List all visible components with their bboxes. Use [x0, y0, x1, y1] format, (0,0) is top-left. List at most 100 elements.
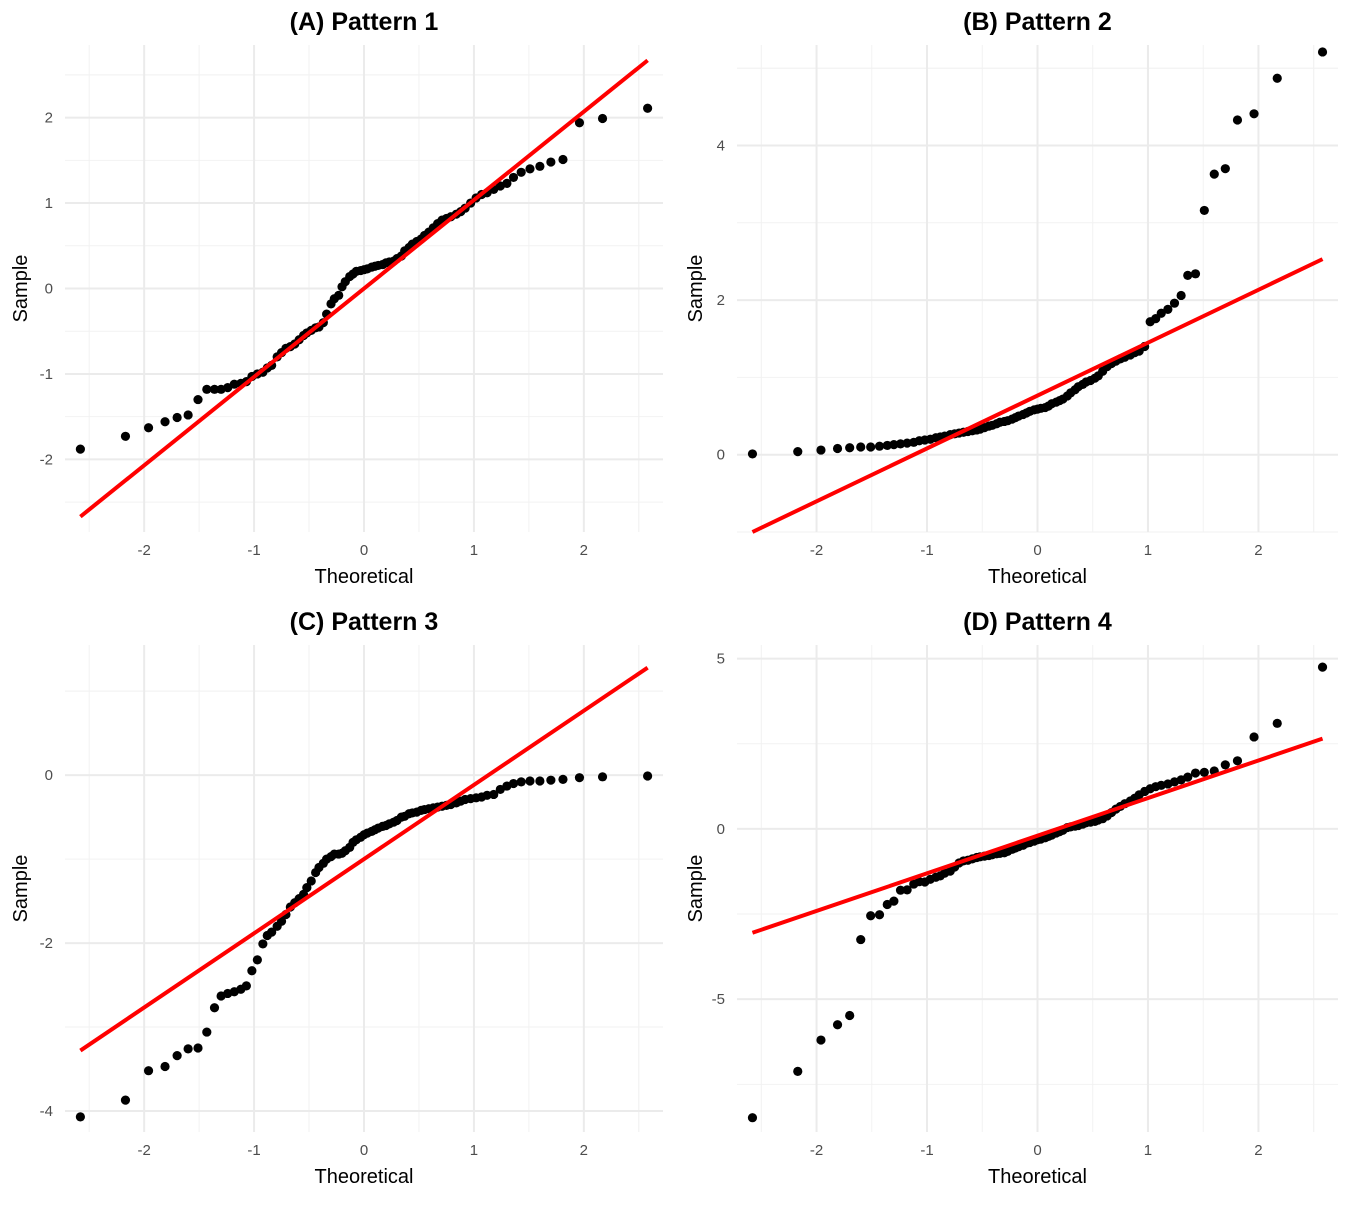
x-tick-label: -2	[137, 1142, 150, 1159]
y-tick-label: -2	[40, 935, 53, 952]
sample-point	[202, 1027, 212, 1037]
sample-point	[832, 1020, 843, 1030]
x-tick-label: 2	[580, 542, 588, 559]
sample-point	[1220, 164, 1230, 174]
sample-point	[241, 981, 251, 991]
sample-point	[1220, 760, 1230, 770]
x-tick-label: 0	[360, 1142, 368, 1159]
sample-point	[75, 1112, 85, 1122]
sample-point	[1249, 109, 1259, 119]
sample-point	[889, 896, 899, 906]
sample-point	[1209, 169, 1219, 179]
sample-point	[1190, 269, 1201, 279]
sample-point	[276, 916, 287, 926]
sample-point	[193, 1043, 203, 1053]
sample-point	[334, 290, 344, 300]
panel-1: -2 -1 0 1 2 -2 -1 0 1 2 (A) Pattern 1 Theoretical Sa…	[10, 8, 663, 588]
panel-2: -2 -1 0 1 2 0 2 4 (B) Pattern 2 Theoretical Sample	[685, 8, 1338, 588]
sample-point	[183, 1044, 193, 1054]
sample-point	[1317, 662, 1328, 672]
sample-point	[508, 778, 519, 789]
x-tick-label: 1	[470, 542, 478, 559]
sample-point	[535, 161, 545, 171]
sample-point	[209, 384, 220, 394]
sample-point	[597, 113, 608, 124]
y-tick-label: 0	[717, 821, 725, 838]
sample-point	[597, 772, 608, 782]
sample-point	[866, 442, 876, 452]
x-tick-label: 2	[1254, 1142, 1262, 1159]
sample-point	[793, 447, 803, 457]
sample-point	[832, 443, 843, 454]
panel-4: -2 -1 0 1 2 -5 0 5 (D) Pattern 4 Theoretical Sampl…	[685, 608, 1338, 1188]
sample-point	[502, 178, 512, 189]
sample-point	[895, 885, 906, 895]
x-tick-label: -1	[920, 1142, 933, 1159]
sample-point	[172, 412, 182, 423]
sample-point	[1163, 304, 1173, 314]
sample-point	[160, 417, 170, 427]
x-tick-label: 0	[360, 542, 368, 559]
y-axis-title: Sample	[685, 255, 707, 323]
sample-point	[267, 927, 277, 937]
sample-point	[1169, 298, 1180, 308]
sample-point	[874, 910, 885, 920]
sample-point	[209, 1003, 220, 1013]
x-tick-label: -1	[247, 542, 260, 559]
sample-point	[1176, 290, 1186, 301]
reference-line	[79, 58, 649, 519]
sample-point	[525, 776, 535, 786]
sample-point	[574, 118, 585, 128]
sample-point	[302, 883, 312, 893]
x-tick-label: -2	[137, 542, 150, 559]
sample-point	[866, 911, 876, 921]
sample-point	[1317, 47, 1328, 57]
y-tick-label: 1	[45, 195, 53, 212]
sample-point	[1199, 767, 1209, 777]
y-tick-label: 4	[717, 137, 725, 154]
x-tick-label: -2	[810, 542, 823, 559]
y-axis-title: Sample	[10, 255, 32, 323]
sample-point	[508, 172, 519, 183]
sample-point	[816, 445, 826, 455]
sample-point	[252, 955, 262, 965]
y-tick-label: -2	[40, 451, 53, 468]
y-axis-title: Sample	[685, 855, 707, 923]
sample-point	[516, 167, 526, 177]
sample-point	[306, 876, 316, 886]
x-axis-title: Theoretical	[315, 1166, 414, 1188]
sample-point	[793, 1066, 803, 1076]
panel-3: -2 -1 0 1 2 -4 -2 0 (C) Pattern 3 Theoretical Samp…	[10, 608, 663, 1188]
x-axis-title: Theoretical	[988, 1166, 1087, 1188]
sample-point	[856, 442, 866, 452]
y-tick-label: 0	[45, 767, 53, 784]
sample-point	[816, 1035, 826, 1045]
x-tick-label: 2	[580, 1142, 588, 1159]
sample-point	[546, 775, 556, 785]
sample-point	[845, 443, 855, 453]
sample-point	[1272, 73, 1282, 83]
sample-point	[120, 1095, 131, 1105]
sample-point	[902, 885, 912, 895]
y-tick-label: 2	[45, 110, 53, 127]
sample-point	[489, 789, 499, 800]
y-tick-label: 0	[45, 281, 53, 298]
sample-point	[258, 939, 268, 949]
sample-point	[643, 771, 653, 781]
x-tick-label: 1	[470, 1142, 478, 1159]
x-tick-label: -1	[247, 1142, 260, 1159]
sample-point	[202, 384, 212, 394]
x-axis-title: Theoretical	[988, 566, 1087, 588]
sample-point	[1249, 732, 1259, 742]
sample-point	[747, 449, 758, 459]
sample-point	[643, 103, 653, 113]
sample-point	[183, 410, 193, 420]
y-axis-title: Sample	[10, 855, 32, 923]
sample-point	[516, 777, 526, 787]
sample-point	[120, 431, 131, 441]
sample-point	[1199, 205, 1209, 216]
sample-point	[143, 423, 154, 433]
sample-point	[747, 1113, 758, 1123]
x-axis-title: Theoretical	[315, 566, 414, 588]
